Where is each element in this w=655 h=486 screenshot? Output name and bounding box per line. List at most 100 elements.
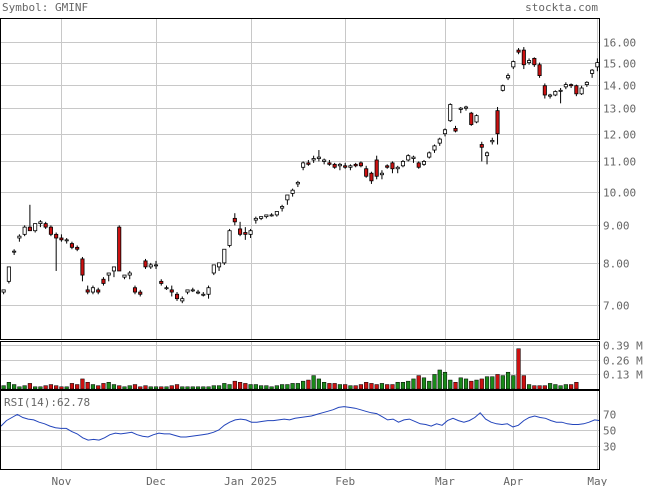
candle: [521, 47, 526, 70]
price-tick-label: 15.00: [603, 58, 636, 71]
candle-body: [579, 87, 584, 95]
candle-body: [106, 272, 111, 276]
candle-body: [437, 138, 442, 144]
candle-body: [6, 266, 11, 282]
candle: [274, 211, 279, 217]
volume-bar: [211, 385, 216, 390]
volume-bar: [343, 384, 348, 390]
candle-body: [75, 246, 80, 250]
price-tick-label: 9.00: [603, 220, 630, 233]
candle: [327, 159, 332, 166]
candle: [495, 106, 500, 145]
volume-bar: [159, 386, 164, 390]
volume-bar: [463, 378, 469, 390]
price-axis-ticks: 7.00 8.00 9.00 10.00 11.00 12.00 13.00 14.00 15.…: [603, 37, 636, 313]
candle: [364, 165, 369, 178]
volume-bar: [453, 382, 458, 390]
volume-bar: [364, 382, 369, 390]
candle: [138, 289, 143, 297]
candle: [206, 285, 211, 299]
candle-body: [527, 60, 532, 64]
candle-body: [253, 217, 258, 221]
candle: [485, 151, 490, 165]
candle: [196, 289, 201, 295]
candle: [569, 83, 574, 89]
candle: [527, 58, 532, 65]
volume-bar: [353, 385, 358, 390]
rsi-panel-frame: [0, 390, 600, 470]
candle: [490, 137, 495, 145]
candle-body: [248, 230, 253, 235]
volume-bar: [190, 386, 195, 390]
candle-body: [442, 129, 448, 135]
volume-grid: [1, 342, 600, 389]
candle-body: [138, 291, 143, 295]
candle-body: [290, 189, 295, 194]
volume-bar: [406, 380, 411, 390]
candle-body: [553, 91, 558, 96]
site-name[interactable]: stockta.com: [525, 1, 598, 14]
candle: [348, 164, 353, 171]
volume-bar: [437, 369, 442, 390]
candle: [590, 69, 595, 78]
volume-bar: [259, 385, 264, 390]
candle: [132, 285, 138, 295]
volume-bar: [164, 386, 169, 390]
volume-bar: [216, 385, 222, 390]
candle-body: [211, 264, 216, 274]
volume-bar: [458, 377, 463, 390]
candle: [437, 137, 442, 146]
volume-bar: [558, 385, 563, 390]
candle-body: [206, 287, 211, 295]
volume-bar: [22, 385, 27, 390]
candle-body: [332, 163, 337, 168]
candle-body: [17, 235, 22, 239]
candle: [584, 81, 589, 87]
volume-bar: [526, 384, 532, 390]
volume-bar: [427, 380, 432, 390]
volume-bar: [75, 384, 80, 390]
candle: [106, 272, 111, 282]
candle: [516, 48, 521, 55]
candle-body: [227, 230, 232, 246]
volume-bar: [69, 383, 75, 390]
candle-body: [69, 243, 74, 248]
candle-body: [364, 168, 369, 177]
volume-axis-ticks: 0.39 M 0.26 M0.13 M: [603, 340, 643, 382]
volume-bar: [1, 385, 6, 390]
candle-body: [190, 289, 195, 292]
candle-body: [280, 206, 285, 209]
volume-bar: [64, 386, 69, 390]
candle-body: [495, 110, 500, 135]
volume-bar: [243, 383, 248, 390]
candle-body: [316, 156, 321, 159]
candle-body: [327, 162, 332, 165]
candle: [122, 274, 127, 280]
candle-body: [590, 69, 595, 74]
volume-bar: [185, 386, 190, 390]
candle-body: [511, 61, 516, 68]
candle: [96, 287, 101, 295]
volume-bar: [395, 382, 400, 390]
candle-body: [458, 107, 463, 110]
candle-body: [385, 165, 390, 168]
candle: [111, 266, 116, 278]
candle-body: [548, 94, 553, 97]
candle: [358, 161, 363, 168]
candle-body: [269, 214, 274, 217]
candle: [548, 93, 553, 99]
candle: [458, 106, 463, 114]
candle-body: [584, 81, 589, 85]
rsi-tick-label: 70: [603, 409, 616, 422]
candle-body: [132, 287, 138, 293]
candle-body: [48, 226, 53, 235]
candle-body: [64, 239, 69, 242]
candle-body: [411, 156, 416, 159]
price-candles: [1, 47, 600, 304]
candle-body: [285, 194, 290, 201]
volume-bar: [390, 384, 395, 390]
candle: [232, 213, 237, 226]
candle-body: [196, 291, 201, 294]
candle: [574, 84, 579, 97]
candle-body: [159, 280, 164, 284]
